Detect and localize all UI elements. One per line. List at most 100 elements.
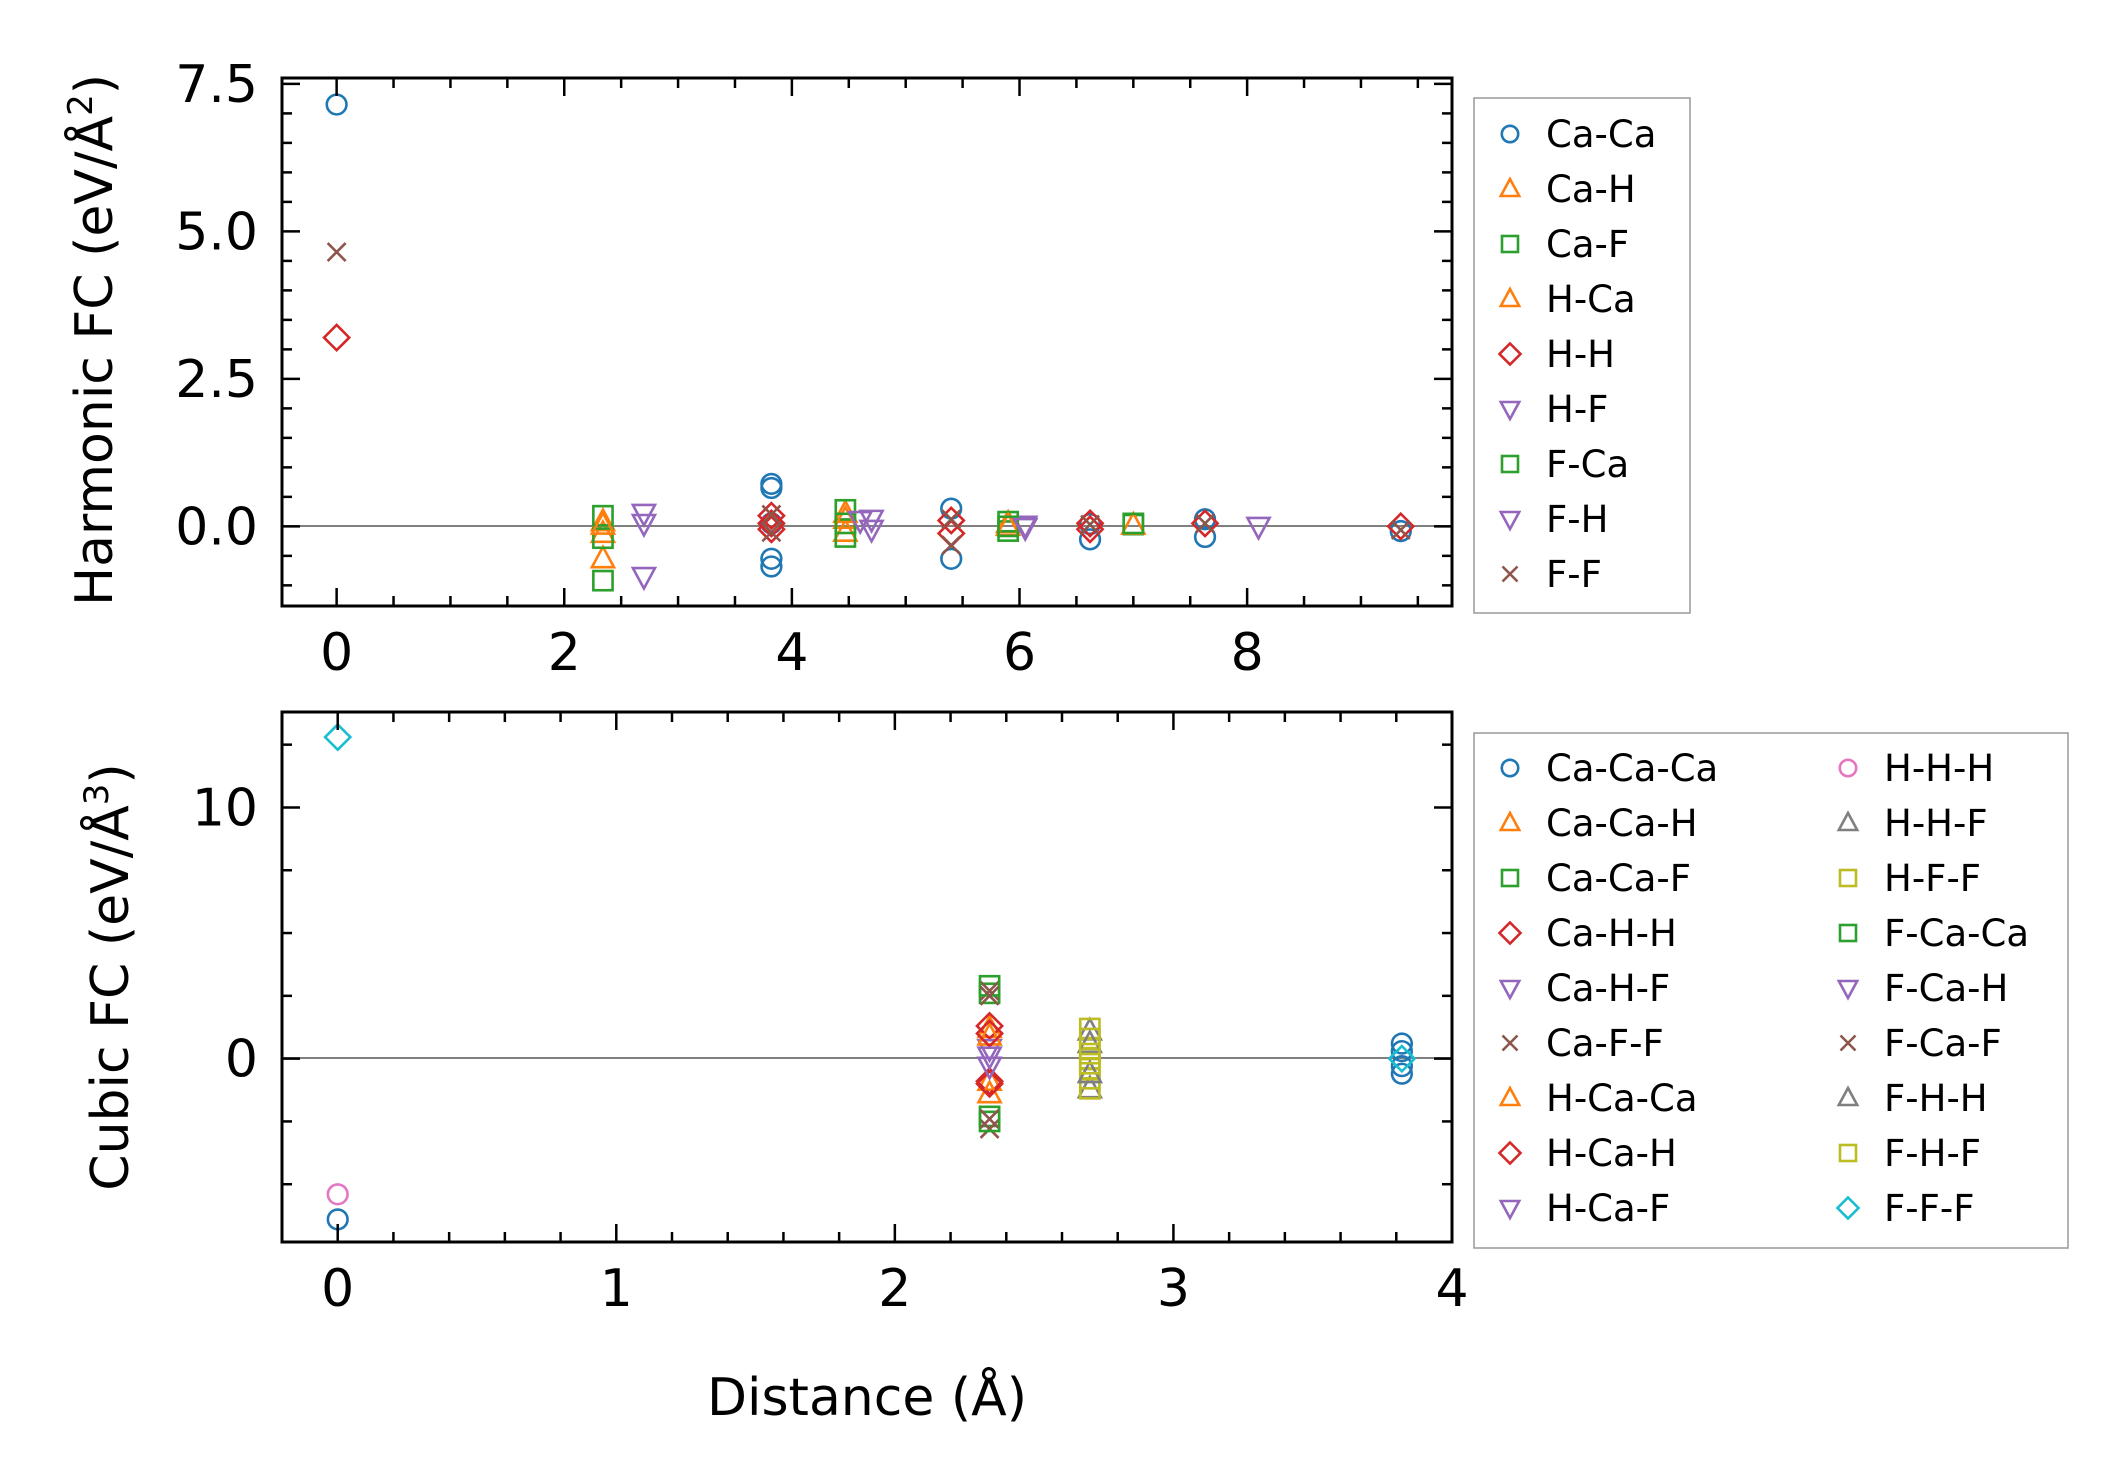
legend-label: F-F (1546, 553, 1602, 596)
cubic-legend-item-ca-f-f: Ca-F-F (1501, 1022, 1664, 1065)
harmonic-legend-item-h-f: H-F (1498, 388, 1608, 431)
legend-marker-f-ca (1500, 454, 1520, 474)
cubic-legend-item-ca-h-h: Ca-H-H (1497, 912, 1677, 955)
harmonic-point-h-h (1075, 508, 1105, 538)
harmonic-point-h-h (936, 506, 966, 535)
cubic-data-points (323, 722, 1417, 1231)
harmonic-point-h-h (1190, 508, 1220, 538)
cubic-point-ca-ca-f (978, 982, 1001, 1005)
harmonic-point-ca-h (589, 544, 617, 569)
harmonic-legend-items: Ca-Ca Ca-H Ca-F H-Ca H-H H-F F-Ca F-H F-F (1497, 113, 1656, 596)
legend-marker-h-ca-f (1498, 1199, 1522, 1221)
harmonic-axes-frame (280, 76, 1454, 608)
legend-label: H-H (1546, 333, 1615, 376)
cubic-y-axis-title: Cubic FC (eV/Å3) (77, 763, 141, 1190)
legend-label: F-H-H (1884, 1077, 1988, 1120)
cubic-point-h-ca-f (976, 1056, 1003, 1081)
legend-marker-h-ca (1498, 286, 1522, 308)
harmonic-point-f-f (941, 509, 962, 530)
legend-marker-f-ca-ca (1838, 923, 1858, 943)
cubic-point-ca-f-f (979, 980, 1000, 1001)
harmonic-x-tick-label: 4 (775, 623, 808, 683)
harmonic-point-ca-h (589, 506, 617, 532)
legend-label: H-F-F (1884, 857, 1981, 900)
cubic-legend-item-f-ca-f: F-Ca-F (1839, 1022, 2002, 1065)
harmonic-point-ca-ca (940, 547, 963, 570)
harmonic-point-f-f (1195, 513, 1215, 534)
legend-marker-ca-f (1500, 234, 1520, 254)
cubic-x-tick-label: 3 (1157, 1259, 1190, 1319)
harmonic-point-ca-ca (1389, 519, 1412, 543)
harmonic-point-f-h (846, 510, 874, 536)
harmonic-point-ca-h (832, 517, 859, 542)
harmonic-legend-item-ca-f: Ca-F (1500, 223, 1629, 266)
legend-marker-h-h-f (1836, 810, 1860, 832)
legend-marker-ca-h-h (1497, 920, 1523, 946)
harmonic-point-f-ca (1122, 512, 1145, 535)
harmonic-data-points (322, 93, 1416, 592)
cubic-point-ca-ca-ca (1390, 1032, 1413, 1055)
harmonic-legend-item-f-f: F-F (1501, 553, 1602, 596)
cubic-y-tick-label: 0 (225, 1030, 258, 1090)
harmonic-point-h-h (756, 508, 786, 538)
harmonic-point-ca-f (592, 527, 614, 550)
legend-label: Ca-H-H (1546, 912, 1677, 955)
harmonic-point-ca-f (834, 498, 857, 521)
cubic-legend-item-f-ca-ca: F-Ca-Ca (1838, 912, 2029, 955)
legend-marker-ca-h-f (1498, 979, 1522, 1001)
cubic-point-f-ca-f (979, 1109, 1000, 1129)
harmonic-point-h-f (630, 566, 658, 592)
harmonic-fc-panel: 0 2 4 6 8 0.0 2.5 5.0 7.5 Harmonic FC (eV/Å2) Ca… (61, 55, 1691, 683)
legend-marker-f-h (1498, 510, 1522, 532)
cubic-legend-item-f-f-f: F-F-F (1835, 1187, 1975, 1230)
cubic-point-ca-ca-ca (1390, 1062, 1413, 1085)
legend-label: F-H-F (1884, 1132, 1981, 1175)
legend-marker-f-f-f (1835, 1195, 1861, 1221)
harmonic-legend-item-ca-ca: Ca-Ca (1500, 113, 1656, 156)
legend-label: H-H-H (1884, 747, 1994, 790)
harmonic-point-f-f (1080, 514, 1100, 535)
harmonic-point-h-ca (589, 510, 617, 535)
cubic-point-ca-ca-h (976, 1066, 1003, 1091)
harmonic-point-ca-ca (325, 93, 348, 116)
cubic-point-h-ca-h (975, 1019, 1005, 1048)
harmonic-point-h-f (1245, 516, 1272, 542)
harmonic-point-h-h (756, 501, 786, 531)
harmonic-legend-item-f-h: F-H (1498, 498, 1608, 541)
legend-label: Ca-H-F (1546, 967, 1670, 1010)
cubic-axes-frame (280, 710, 1454, 1244)
cubic-point-ca-h-f (976, 1038, 1003, 1064)
cubic-point-f-f-f (1387, 1044, 1417, 1074)
legend-marker-f-f (1501, 565, 1519, 583)
harmonic-point-f-f (1390, 519, 1411, 540)
harmonic-point-ca-ca (760, 547, 783, 570)
legend-marker-h-h-h (1838, 758, 1858, 778)
legend-marker-f-h-h (1836, 1085, 1860, 1107)
cubic-legend-item-h-h-h: H-H-H (1838, 747, 1994, 790)
harmonic-point-ca-ca (1193, 525, 1217, 549)
legend-marker-f-ca-f (1839, 1034, 1857, 1052)
cubic-point-f-h-h (1076, 1058, 1104, 1084)
cubic-point-ca-f-f (979, 1119, 1000, 1139)
cubic-point-ca-h-h (975, 1066, 1005, 1096)
harmonic-point-f-f (761, 522, 782, 543)
legend-label: H-F (1546, 388, 1608, 431)
legend-label: Ca-Ca-H (1546, 802, 1698, 845)
harmonic-point-h-f (630, 513, 658, 539)
legend-label: H-Ca-Ca (1546, 1077, 1698, 1120)
harmonic-point-f-f (761, 504, 782, 525)
harmonic-point-f-h (1011, 517, 1039, 543)
cubic-x-tick-label: 2 (878, 1259, 911, 1319)
legend-marker-ca-f-f (1501, 1034, 1519, 1052)
cubic-legend-item-h-ca-h: H-Ca-H (1497, 1132, 1677, 1175)
legend-marker-ca-ca-h (1498, 810, 1522, 832)
cubic-legend-item-ca-ca-f: Ca-Ca-F (1500, 857, 1691, 900)
harmonic-legend-item-f-ca: F-Ca (1500, 443, 1629, 486)
cubic-point-h-f-f (1078, 1077, 1101, 1100)
harmonic-point-ca-h (589, 518, 617, 544)
legend-label: F-Ca-H (1884, 967, 2008, 1010)
legend-label: F-Ca-F (1884, 1022, 2002, 1065)
cubic-legend: Ca-Ca-Ca Ca-Ca-H Ca-Ca-F Ca-H-H Ca-H-F Ca-F-F… (1473, 732, 2069, 1249)
legend-marker-ca-ca-ca (1500, 758, 1520, 778)
